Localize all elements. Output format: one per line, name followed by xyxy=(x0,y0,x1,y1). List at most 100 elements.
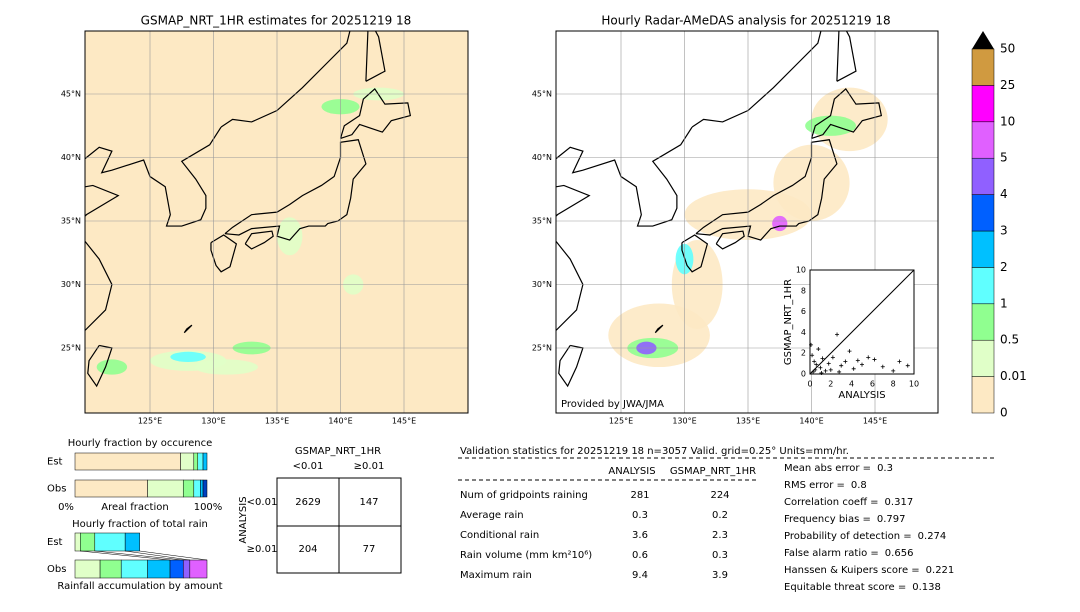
lon-label: 130°E xyxy=(201,417,225,426)
row-label: Obs xyxy=(47,564,66,575)
diagonal xyxy=(809,269,915,375)
map-right-frame xyxy=(555,30,939,414)
map-left-frame xyxy=(84,30,469,414)
scatter-point xyxy=(860,362,864,367)
coastline xyxy=(183,324,193,334)
lat-label: 40°N xyxy=(532,153,552,162)
rain-area xyxy=(805,115,856,136)
colorbar-bin xyxy=(971,376,995,414)
y-tick-label: 4 xyxy=(801,328,806,337)
coastline xyxy=(224,139,367,241)
scatter-point xyxy=(820,356,825,361)
fraction-segment xyxy=(193,452,199,471)
fraction-segment xyxy=(124,532,140,552)
lat-label: 45°N xyxy=(532,90,552,99)
lat-label: 25°N xyxy=(532,344,552,353)
scatter-point xyxy=(818,365,823,370)
score-value: 0.274 xyxy=(918,531,947,542)
fraction-segment xyxy=(94,532,126,552)
score-label: Mean abs error = xyxy=(784,463,871,474)
y-tick-label: 0 xyxy=(801,370,806,379)
col-header: ANALYSIS xyxy=(608,466,655,477)
colorbar-bin xyxy=(971,121,995,159)
coastline xyxy=(339,88,412,140)
colorbar-bin xyxy=(971,48,995,86)
scatter-point xyxy=(830,355,835,360)
lat-label: 30°N xyxy=(61,280,81,289)
coastline xyxy=(836,31,857,82)
lon-label: 130°E xyxy=(672,417,696,426)
stat-value: 9.4 xyxy=(632,570,648,581)
scatter-point xyxy=(866,355,871,360)
coastline xyxy=(556,126,693,332)
scatter-point xyxy=(823,368,828,373)
score-label: Equitable threat score = xyxy=(784,582,906,593)
fraction-segment xyxy=(74,479,148,498)
lat-label: 35°N xyxy=(61,217,81,226)
x-tick-label: 10 xyxy=(909,380,919,389)
lat-label: 30°N xyxy=(532,280,552,289)
lon-label: 125°E xyxy=(609,417,633,426)
stat-label: Conditional rain xyxy=(460,530,539,541)
coastline xyxy=(210,234,238,273)
row-label: <0.01 xyxy=(247,497,278,508)
scatter-point xyxy=(813,367,818,372)
score-value: 0.221 xyxy=(926,565,955,576)
fraction-segment xyxy=(80,532,96,552)
score: Correlation coeff = 0.317 xyxy=(784,497,913,508)
row-title: ANALYSIS xyxy=(238,496,249,543)
stat-label: Maximum rain xyxy=(460,570,532,581)
y-axis-label: GSMAP_NRT_1HR xyxy=(783,279,794,365)
fraction-segment xyxy=(74,452,181,471)
lon-label: 145°E xyxy=(863,417,887,426)
score-label: Frequency bias = xyxy=(784,514,871,525)
axis-label: Areal fraction xyxy=(101,502,168,513)
fraction-segment xyxy=(99,559,122,579)
scatter-point xyxy=(828,367,833,372)
scatter-point xyxy=(872,357,877,362)
row-label: ≥0.01 xyxy=(247,544,278,555)
cell: 2629 xyxy=(295,497,320,508)
stat-value: 224 xyxy=(710,490,729,501)
fraction-segment xyxy=(202,452,208,471)
stat-value: 281 xyxy=(630,490,649,501)
score-label: Hanssen & Kuipers score = xyxy=(784,565,920,576)
scatter-point xyxy=(851,366,856,371)
coastline xyxy=(715,230,745,250)
chart-title: Hourly fraction of total rain xyxy=(72,519,208,530)
score-value: 0.8 xyxy=(851,480,867,491)
credit: Provided by JWA/JMA xyxy=(561,399,664,410)
axis-right: 100% xyxy=(194,502,223,513)
score-value: 0.317 xyxy=(885,497,914,508)
coastline xyxy=(691,31,822,128)
footer: Rainfall accumulation by amount xyxy=(57,581,222,592)
score: False alarm ratio = 0.656 xyxy=(784,548,913,559)
scatter-point xyxy=(880,364,885,369)
lat-label: 25°N xyxy=(61,344,81,353)
cell: 204 xyxy=(298,544,317,555)
stat-value: 3.9 xyxy=(712,570,728,581)
fraction-segment xyxy=(147,559,171,579)
scatter-point xyxy=(891,368,896,373)
fraction-segment xyxy=(74,532,81,552)
y-tick-label: 6 xyxy=(801,307,806,316)
col-header: GSMAP_NRT_1HR xyxy=(670,466,756,477)
col-label: ≥0.01 xyxy=(354,461,385,472)
lon-label: 125°E xyxy=(138,417,162,426)
map-left-bg xyxy=(85,31,468,413)
row-label: Est xyxy=(47,537,63,548)
fraction-segment xyxy=(200,479,204,498)
rain-area xyxy=(277,217,303,256)
score-value: 0.138 xyxy=(912,582,941,593)
lon-label: 140°E xyxy=(799,417,823,426)
row-label: Obs xyxy=(47,484,66,495)
map-left-title: GSMAP_NRT_1HR estimates for 20251219 18 xyxy=(141,14,412,28)
scatter-point xyxy=(811,369,816,374)
link-line xyxy=(139,550,208,561)
stat-value: 0.2 xyxy=(712,510,728,521)
colorbar-label: 50 xyxy=(1000,42,1015,56)
chart-title: Hourly fraction by occurence xyxy=(68,438,212,449)
fraction-segment xyxy=(180,452,195,471)
coastline xyxy=(654,324,664,334)
